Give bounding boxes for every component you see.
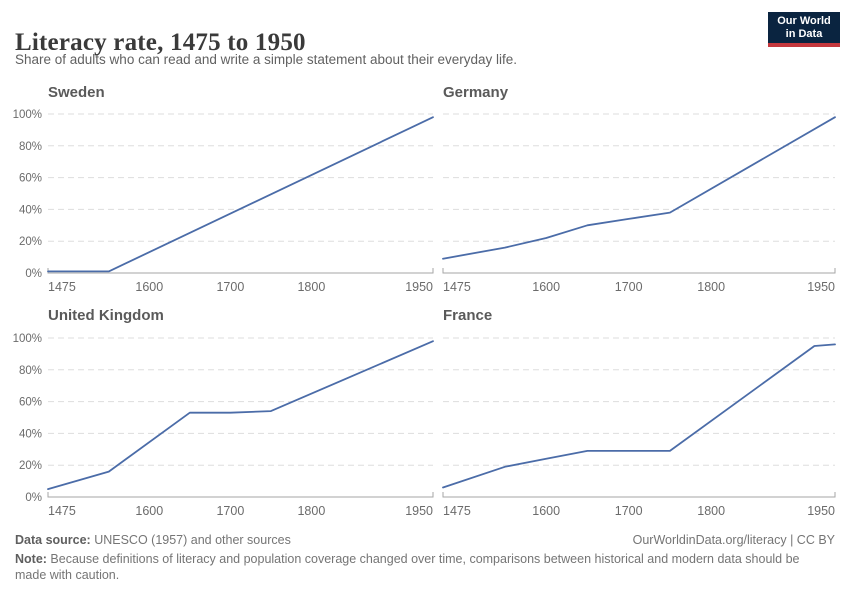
x-tick-label: 1475: [48, 504, 76, 518]
note-label: Note:: [15, 552, 47, 566]
x-tick-label: 1475: [48, 280, 76, 294]
y-tick-label: 20%: [19, 236, 42, 248]
datasource-text: UNESCO (1957) and other sources: [90, 533, 291, 547]
x-tick-label: 1950: [405, 280, 433, 294]
note-line: Note: Because definitions of literacy an…: [15, 551, 827, 583]
chart-title-france: France: [443, 307, 493, 324]
owid-logo[interactable]: Our World in Data: [768, 12, 840, 47]
y-tick-label: 80%: [19, 365, 42, 377]
literacy-line-united-kingdom: [47, 340, 434, 491]
x-tick-label: 1950: [807, 504, 835, 518]
x-axis: [442, 268, 836, 274]
x-tick-label: 1950: [807, 280, 835, 294]
y-tick-label: 0%: [25, 492, 42, 504]
x-tick-label: 1800: [697, 280, 725, 294]
chart-plot-sweden: 0% 20% 40% 60% 80% 100% 1475 1600 1700 1800 1950: [13, 109, 434, 294]
datasource-line: Data source: UNESCO (1957) and other sou…: [15, 533, 835, 547]
y-tick-label: 0%: [25, 268, 42, 280]
datasource-label: Data source:: [15, 533, 91, 547]
y-tick-label: 40%: [19, 204, 42, 216]
owid-logo-line2: in Data: [785, 27, 823, 40]
x-tick-label: 1475: [443, 280, 471, 294]
x-tick-label: 1700: [615, 504, 643, 518]
chart-plot-france: 1475 1600 1700 1800 1950: [442, 337, 836, 518]
y-tick-label: 60%: [19, 397, 42, 409]
x-tick-label: 1475: [443, 504, 471, 518]
x-tick-label: 1600: [135, 280, 163, 294]
note-text: Because definitions of literacy and popu…: [15, 552, 800, 582]
x-tick-label: 1950: [405, 504, 433, 518]
y-tick-label: 100%: [13, 333, 42, 345]
chart-plot-germany: 1475 1600 1700 1800 1950: [442, 113, 836, 294]
literacy-line-germany: [442, 116, 836, 260]
x-tick-label: 1700: [216, 280, 244, 294]
x-tick-label: 1800: [697, 504, 725, 518]
x-tick-label: 1800: [297, 280, 325, 294]
x-axis: [442, 492, 836, 498]
y-tick-label: 80%: [19, 141, 42, 153]
literacy-line-sweden: [47, 116, 434, 273]
x-axis: [47, 492, 434, 498]
chart-title-sweden: Sweden: [48, 84, 105, 101]
x-tick-label: 1600: [532, 504, 560, 518]
y-tick-label: 100%: [13, 109, 42, 121]
owid-logo-line1: Our World: [777, 14, 831, 27]
page-title: Literacy rate, 1475 to 1950: [15, 28, 306, 56]
y-tick-label: 60%: [19, 173, 42, 185]
x-tick-label: 1600: [135, 504, 163, 518]
x-tick-label: 1700: [216, 504, 244, 518]
y-tick-label: 20%: [19, 460, 42, 472]
chart-title-germany: Germany: [443, 84, 509, 101]
page-subtitle: Share of adults who can read and write a…: [15, 52, 518, 67]
x-tick-label: 1800: [297, 504, 325, 518]
y-tick-label: 40%: [19, 428, 42, 440]
literacy-line-france: [442, 343, 836, 489]
credit-link[interactable]: OurWorldinData.org/literacy | CC BY: [632, 533, 835, 547]
x-tick-label: 1600: [532, 280, 560, 294]
chart-plot-united-kingdom: 0% 20% 40% 60% 80% 100% 1475 1600 1700 1800 1950: [13, 333, 434, 518]
chart-title-united-kingdom: United Kingdom: [48, 307, 164, 324]
x-tick-label: 1700: [615, 280, 643, 294]
